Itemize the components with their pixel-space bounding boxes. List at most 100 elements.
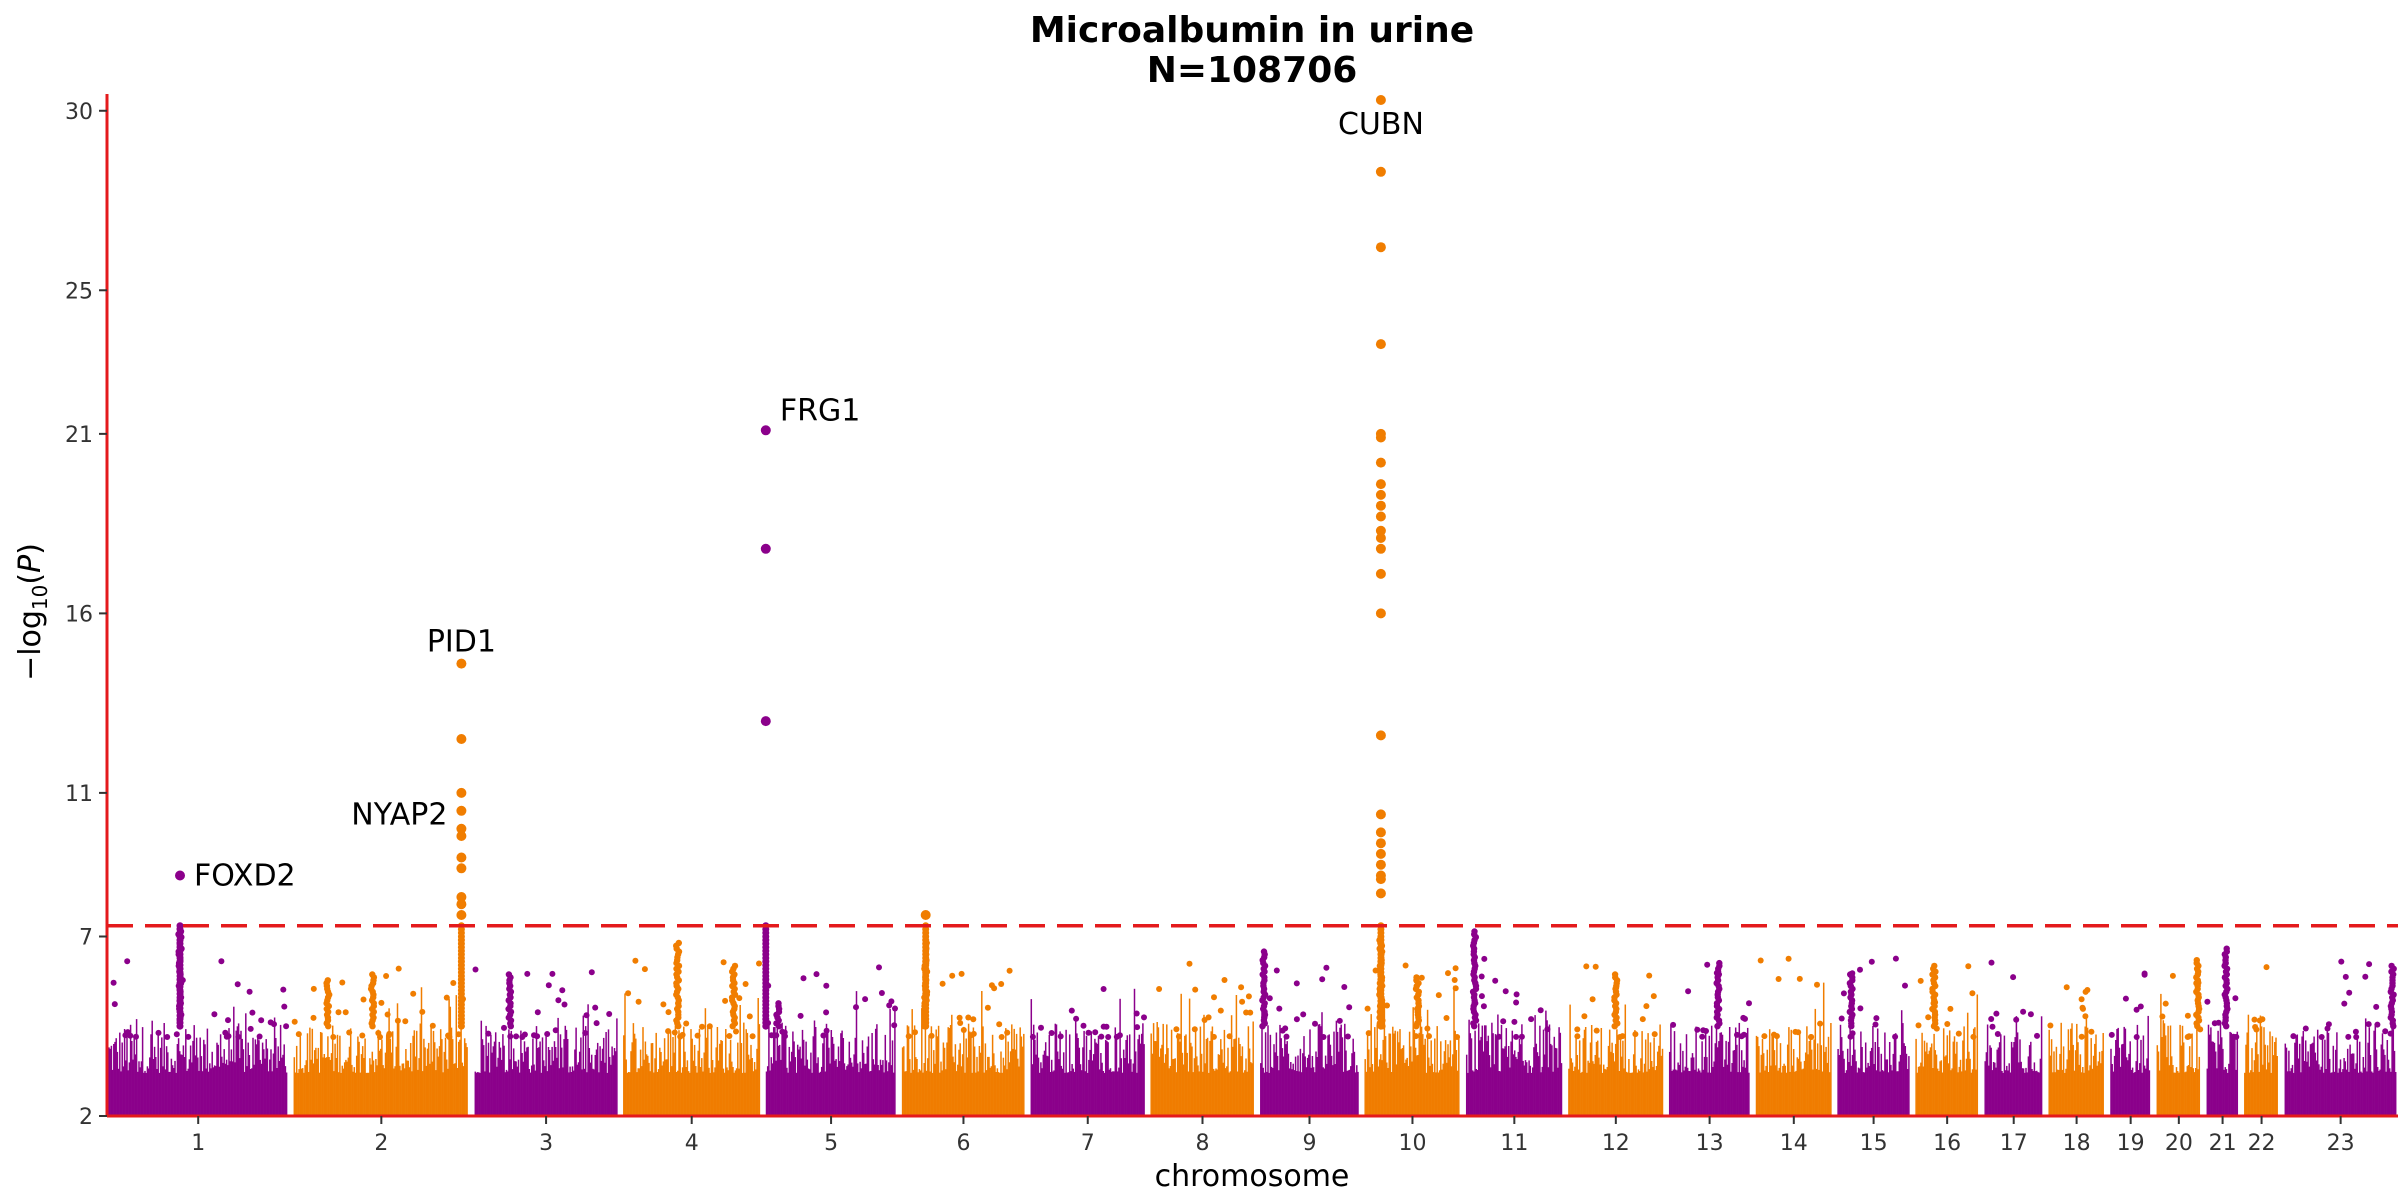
data-point [256,1033,263,1040]
y-axis-ticks: 2 7 11 16 21 25 30 [65,100,107,1130]
y-tick-label: 16 [65,602,93,627]
data-point [746,1013,753,1020]
data-point [905,1033,912,1040]
hit-point [456,734,467,744]
data-point [1283,1033,1290,1040]
data-point [998,981,1005,987]
data-point [1581,1013,1588,1020]
data-point [1300,1011,1307,1018]
data-point [2324,1025,2331,1032]
data-point [2133,1034,2140,1040]
data-point [998,1034,1005,1040]
data-point [2256,1017,2263,1024]
peak-point [2388,962,2395,970]
data-point [1785,955,1792,962]
data-point [970,1030,977,1037]
data-point [2338,958,2345,965]
data-point [378,999,385,1006]
data-point [1492,977,1499,984]
data-point [2084,987,2091,993]
data-point [455,1031,462,1038]
hit-point [1375,838,1386,849]
peak-point [1611,971,1619,978]
data-point [823,1027,830,1034]
data-point [155,1029,162,1036]
x-tick-label: 19 [2117,1131,2145,1156]
data-point [625,990,632,997]
data-point [173,1031,180,1038]
y-tick-label: 30 [65,100,93,125]
data-point [1156,986,1163,992]
data-point [235,1033,242,1040]
data-point [1965,963,1972,970]
data-point [1947,1005,1954,1012]
x-tick-label: 4 [685,1131,699,1156]
data-point [2230,1033,2237,1040]
y-tick-label: 7 [79,925,93,950]
data-point [1481,955,1488,962]
data-point [1186,960,1193,967]
data-point [501,1024,507,1031]
data-point [111,1001,118,1008]
data-point [1838,1015,1845,1022]
data-point [886,1002,893,1009]
data-point [211,1011,218,1018]
x-tick-label: 14 [1780,1131,1808,1156]
data-point [2184,1034,2191,1040]
data-point [271,1021,277,1028]
data-point [1650,993,1657,1000]
data-point [1173,1026,1180,1033]
data-point [1502,988,1509,995]
data-point [280,986,287,993]
data-point [395,965,402,972]
data-point [2141,970,2148,977]
data-point [1279,1027,1286,1034]
hit-point [1375,730,1386,741]
data-point [359,1032,366,1039]
y-tick-label: 2 [79,1105,93,1130]
data-point [2078,996,2085,1003]
data-point [1293,1016,1300,1023]
data-point [1849,1030,1856,1037]
data-point [1319,976,1326,983]
peak-point [324,977,331,984]
data-point [1210,1033,1217,1040]
data-point [1593,1027,1600,1034]
x-tick-label: 12 [1602,1131,1630,1156]
data-point [383,973,390,979]
data-point [281,1003,288,1010]
data-point [1192,986,1199,993]
data-point [2365,1021,2372,1028]
hit-point [1375,874,1386,885]
hit-point [1375,888,1386,899]
data-point [2251,1016,2258,1023]
data-point [912,1029,918,1036]
x-tick-label: 10 [1398,1131,1426,1156]
hit-point [456,805,467,816]
data-point [1651,1031,1658,1038]
data-point [1245,993,1252,1000]
data-point [1513,1033,1520,1040]
data-point [1632,1031,1639,1038]
data-point [1740,1014,1747,1021]
data-point [419,1008,426,1015]
data-point [862,996,869,1003]
data-point [1761,1033,1768,1040]
data-point [2027,1011,2034,1018]
data-point [394,1017,401,1024]
data-point [1872,1021,1879,1028]
data-point [2341,1000,2348,1007]
data-point [283,1023,290,1030]
data-point [1685,988,1692,995]
data-point [339,979,346,986]
data-point [878,990,885,996]
peak-point [675,939,682,947]
data-point [1970,1033,1977,1040]
data-point [1944,1021,1951,1027]
x-tick-label: 22 [2248,1131,2276,1156]
data-point [2079,1004,2086,1011]
data-point [1191,1026,1198,1033]
data-point [823,1009,830,1016]
data-point [1511,1018,1518,1025]
data-point [1105,1034,1112,1040]
